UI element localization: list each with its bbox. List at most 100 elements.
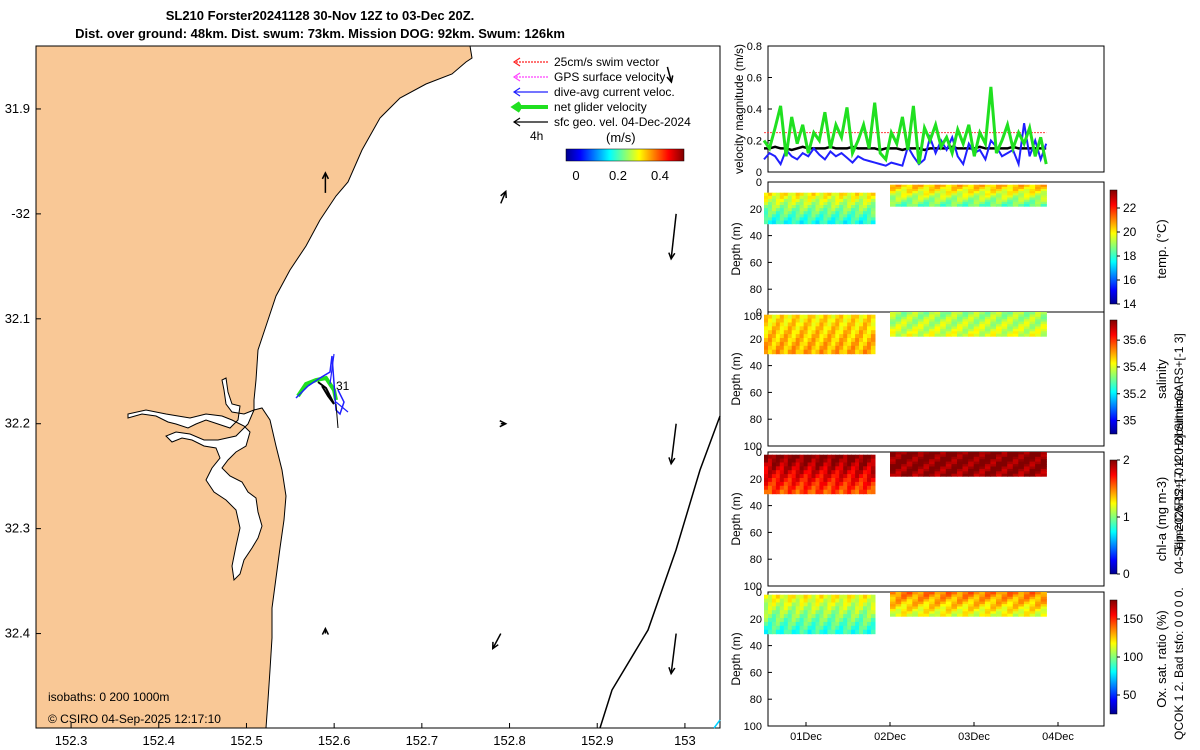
profile-cell (934, 199, 941, 203)
profile-cell (968, 454, 975, 458)
profile-cell (1040, 613, 1047, 617)
profile-cell (934, 606, 941, 610)
profile-cell (823, 349, 828, 355)
profile-cell (895, 328, 902, 332)
profile-cell (863, 205, 868, 209)
time-x-tick-label: 03Dec (958, 731, 990, 743)
profile-cell (1040, 596, 1047, 600)
profile-cell (895, 191, 902, 194)
profile-cell (764, 462, 769, 467)
profile-cell (984, 191, 992, 194)
profile-cell (843, 594, 848, 600)
profile-cell (1023, 331, 1031, 335)
profile-cell (847, 198, 852, 203)
profile-cell (984, 195, 992, 199)
profile-cell (827, 485, 832, 491)
profile-cell (957, 464, 964, 468)
profile-cell (901, 204, 908, 207)
profile-cell (1018, 189, 1025, 192)
profile-cell (951, 186, 958, 190)
profile-cell (973, 608, 980, 612)
profile-cell (923, 191, 930, 194)
profile-cell (867, 489, 872, 495)
profile-cell (917, 461, 925, 465)
profile-cell (923, 468, 930, 472)
profile-cell (859, 474, 864, 479)
profile-cell (912, 319, 919, 323)
profile-cell (1007, 594, 1014, 598)
profile-cell (783, 195, 789, 200)
profile-cell (929, 596, 936, 600)
profile-cell (799, 330, 805, 335)
profile-cell (799, 341, 805, 347)
profile-cell (847, 621, 852, 627)
profile-cell (807, 481, 813, 487)
profile-cell (811, 326, 817, 331)
profile-cell (795, 192, 801, 197)
profile-cell (1007, 314, 1014, 318)
profile-cell (779, 220, 785, 225)
profile-cell (799, 192, 805, 197)
profile-cell (990, 331, 997, 335)
profile-cell (815, 481, 821, 487)
profile-cell (859, 610, 864, 615)
profile-cell (811, 454, 817, 460)
profile-cell (870, 220, 876, 225)
profile-cell (906, 316, 913, 320)
profile-cell (895, 599, 902, 603)
profile-cell (984, 471, 992, 475)
profile-cell (823, 454, 828, 460)
profile-cell (855, 602, 860, 607)
profile-cell (1035, 191, 1042, 194)
profile-cell (831, 489, 836, 495)
profile-cell (803, 602, 809, 607)
profile-cell (1018, 596, 1025, 600)
profile-cell (890, 316, 897, 320)
profile-cell (779, 462, 785, 467)
profile-cell (823, 474, 828, 479)
profile-cell (803, 341, 809, 347)
profile-cell (1040, 195, 1047, 199)
profile-cell (851, 208, 856, 212)
profile-cell (1012, 599, 1019, 603)
profile-cell (1023, 468, 1031, 472)
profile-cell (968, 333, 975, 337)
profile-cell (990, 466, 997, 470)
profile-cell (819, 198, 824, 203)
profile-cell (929, 456, 936, 460)
profile-cell (831, 481, 836, 487)
profile-cell (847, 220, 852, 225)
profile-cell (783, 466, 789, 471)
profile-cell (990, 319, 997, 323)
profile-cell (917, 324, 925, 328)
profile-cell (1018, 195, 1025, 199)
profile-cell (929, 606, 936, 610)
profile-cell (839, 625, 844, 631)
profile-cell (807, 462, 813, 467)
profile-cell (791, 202, 797, 206)
profile-cell (1012, 473, 1019, 477)
profile-cell (851, 314, 856, 320)
profile-cell (990, 454, 997, 458)
profile-cell (851, 341, 856, 347)
profile-cell (973, 473, 980, 477)
profile-cell (779, 594, 785, 600)
profile-cell (823, 341, 828, 347)
profile-cell (912, 189, 919, 192)
profile-cell (807, 466, 813, 471)
profile-cell (1035, 459, 1042, 463)
profile-cell (870, 481, 876, 487)
profile-cell (811, 198, 817, 203)
profile-y-tick-label: 0 (756, 307, 762, 319)
profile-cell (984, 596, 992, 600)
profile-cell (855, 621, 860, 627)
profile-cell (973, 195, 980, 199)
profile-cell (775, 606, 781, 611)
profile-cell (811, 330, 817, 335)
profile-colorbar (1109, 319, 1118, 435)
profile-cell (807, 458, 813, 464)
profile-cell (1035, 184, 1042, 188)
vector-head (668, 252, 676, 261)
profile-cell (803, 334, 809, 339)
profile-cell (984, 473, 992, 477)
